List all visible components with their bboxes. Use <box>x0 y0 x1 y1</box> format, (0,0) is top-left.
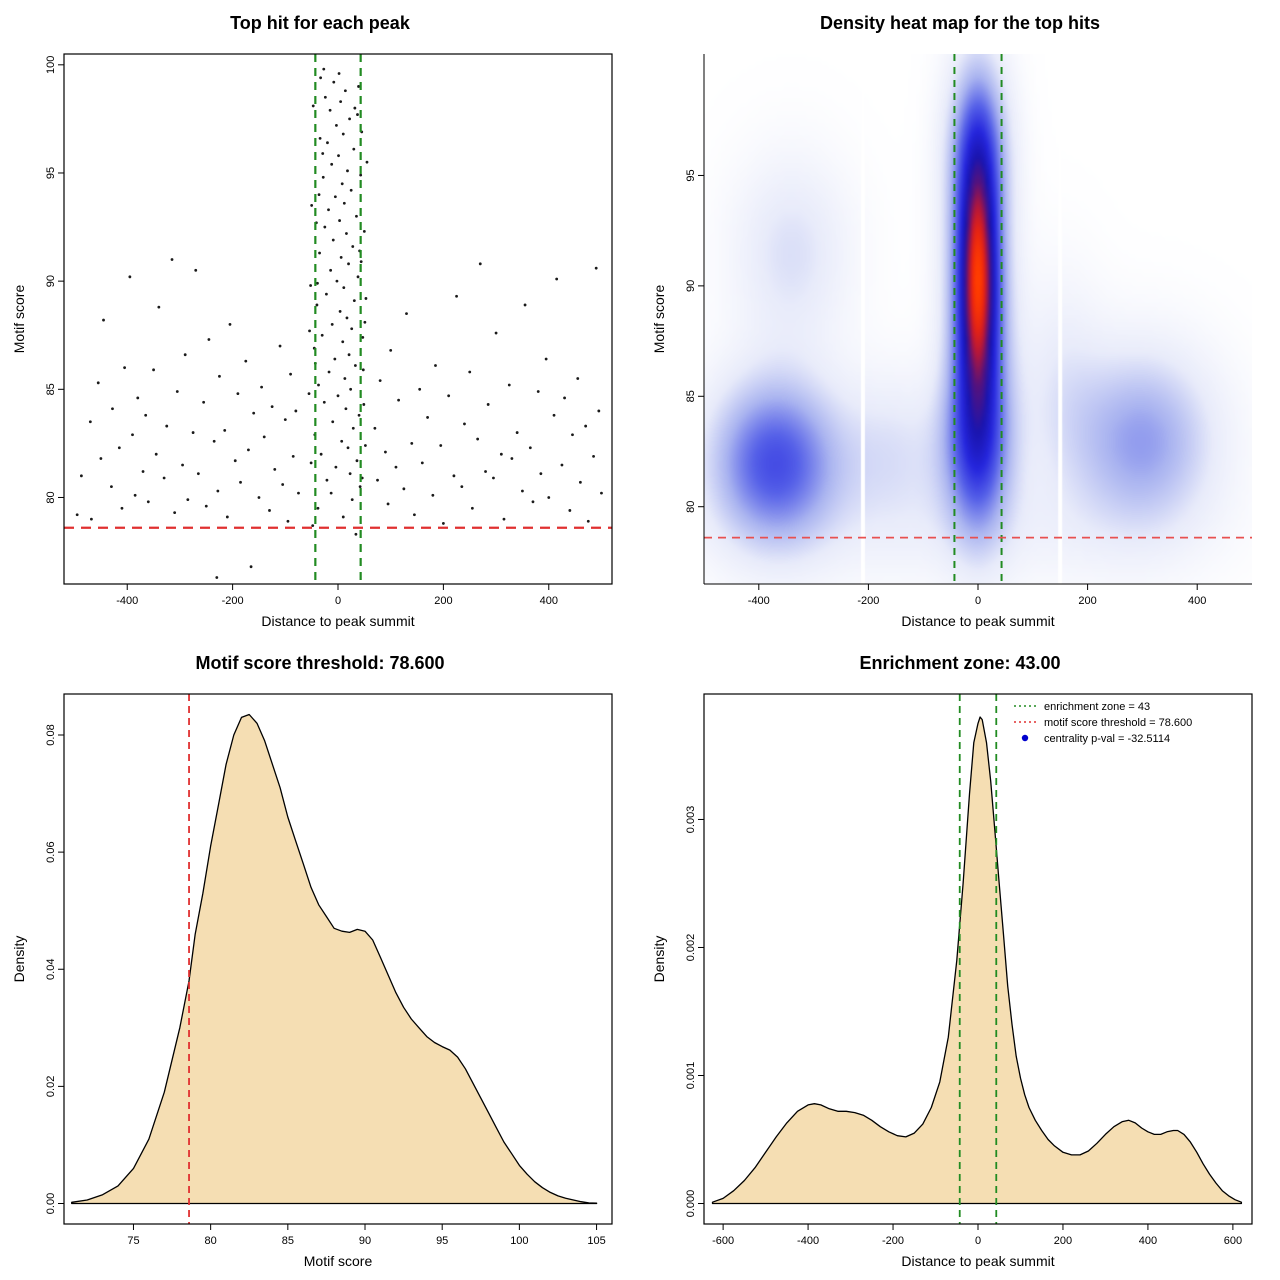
svg-text:80: 80 <box>45 491 57 503</box>
svg-text:-200: -200 <box>882 1235 904 1247</box>
svg-text:0.02: 0.02 <box>45 1076 57 1097</box>
svg-text:0.001: 0.001 <box>685 1062 697 1090</box>
svg-text:0.000: 0.000 <box>685 1190 697 1218</box>
svg-text:Motif score: Motif score <box>651 285 667 354</box>
svg-text:90: 90 <box>45 275 57 287</box>
svg-text:400: 400 <box>540 595 558 607</box>
svg-text:75: 75 <box>127 1235 139 1247</box>
scatter-plot: -400 -200 0 200 400 80 85 90 95 100 Distance to pe… <box>0 46 640 640</box>
svg-text:100: 100 <box>510 1235 528 1247</box>
svg-text:200: 200 <box>1078 595 1096 607</box>
svg-text:0.002: 0.002 <box>685 934 697 962</box>
svg-text:Density: Density <box>651 936 667 983</box>
svg-text:85: 85 <box>45 383 57 395</box>
svg-text:90: 90 <box>359 1235 371 1247</box>
svg-text:0: 0 <box>335 595 341 607</box>
svg-text:-400: -400 <box>748 595 770 607</box>
svg-text:400: 400 <box>1139 1235 1157 1247</box>
svg-text:0: 0 <box>975 1235 981 1247</box>
svg-text:0.04: 0.04 <box>45 959 57 980</box>
svg-text:-200: -200 <box>222 595 244 607</box>
svg-text:95: 95 <box>45 167 57 179</box>
svg-text:90: 90 <box>685 280 697 292</box>
svg-text:85: 85 <box>282 1235 294 1247</box>
svg-text:600: 600 <box>1224 1235 1242 1247</box>
chart-title: Density heat map for the top hits <box>819 12 1101 33</box>
panel-motif-score-density: Motif score threshold: 78.600 75 80 85 90 95… <box>0 640 640 1280</box>
svg-text:400: 400 <box>1188 595 1206 607</box>
svg-text:-600: -600 <box>712 1235 734 1247</box>
svg-text:0.08: 0.08 <box>45 724 57 745</box>
svg-text:0.00: 0.00 <box>45 1193 57 1214</box>
svg-text:-200: -200 <box>857 595 879 607</box>
svg-text:0.06: 0.06 <box>45 841 57 862</box>
svg-text:motif score threshold = 78.600: motif score threshold = 78.600 <box>1044 717 1192 729</box>
svg-text:85: 85 <box>685 390 697 402</box>
svg-text:0: 0 <box>975 595 981 607</box>
svg-text:105: 105 <box>587 1235 605 1247</box>
svg-text:Motif score: Motif score <box>11 285 27 354</box>
svg-text:100: 100 <box>45 56 57 74</box>
svg-text:95: 95 <box>436 1235 448 1247</box>
svg-text:200: 200 <box>434 595 452 607</box>
svg-text:Distance to peak summit: Distance to peak summit <box>901 613 1054 629</box>
panel-density-heatmap: Density heat map for the top hits -400 -2… <box>640 0 1280 640</box>
chart-title: Top hit for each peak <box>230 12 410 33</box>
svg-text:enrichment zone = 43: enrichment zone = 43 <box>1044 701 1150 713</box>
svg-text:95: 95 <box>685 169 697 181</box>
svg-text:Density: Density <box>11 936 27 983</box>
svg-text:80: 80 <box>685 501 697 513</box>
chart-title: Enrichment zone: 43.00 <box>859 652 1061 673</box>
svg-text:centrality p-val = -32.5114: centrality p-val = -32.5114 <box>1044 733 1170 745</box>
density-plot-distance: -600 -400 -200 0 200 400 600 0.000 0.001 0.002 0.0… <box>640 686 1280 1280</box>
svg-text:80: 80 <box>205 1235 217 1247</box>
svg-text:-400: -400 <box>116 595 138 607</box>
svg-text:Distance to peak summit: Distance to peak summit <box>261 613 414 629</box>
svg-text:0.003: 0.003 <box>685 806 697 834</box>
svg-text:200: 200 <box>1054 1235 1072 1247</box>
chart-title: Motif score threshold: 78.600 <box>195 652 445 673</box>
svg-text:-400: -400 <box>797 1235 819 1247</box>
panel-top-hit-scatter: Top hit for each peak -400 -200 0 200 400 80 8… <box>0 0 640 640</box>
panel-enrichment-zone: Enrichment zone: 43.00 -600 -400 -200 0 200 4… <box>640 640 1280 1280</box>
heatmap-plot: -400 -200 0 200 400 80 85 90 95 Distance to peak … <box>640 46 1280 640</box>
svg-text:Distance to peak summit: Distance to peak summit <box>901 1253 1054 1269</box>
density-plot-motif-score: 75 80 85 90 95 100 105 0.00 0.02 0.04 0.06 0.08 Moti… <box>0 686 640 1280</box>
svg-text:Motif score: Motif score <box>304 1253 373 1269</box>
